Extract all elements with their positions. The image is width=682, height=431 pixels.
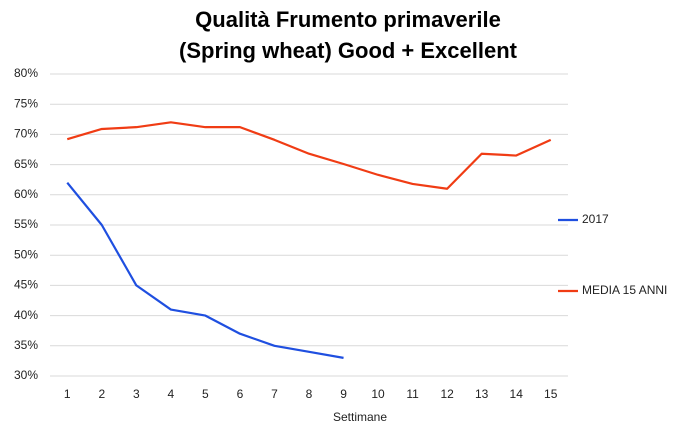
chart-title: (Spring wheat) Good + Excellent <box>179 38 518 63</box>
y-tick-label: 50% <box>14 247 38 261</box>
y-tick-label: 30% <box>14 368 38 382</box>
y-tick-label: 45% <box>14 278 38 292</box>
y-tick-label: 60% <box>14 187 38 201</box>
x-tick-label: 14 <box>510 387 524 401</box>
y-tick-label: 75% <box>14 96 38 110</box>
x-tick-label: 10 <box>371 387 385 401</box>
x-tick-label: 15 <box>544 387 558 401</box>
y-tick-label: 80% <box>14 66 38 80</box>
x-tick-label: 8 <box>306 387 313 401</box>
x-tick-label: 9 <box>340 387 347 401</box>
line-series <box>66 182 344 359</box>
line-series <box>66 121 552 190</box>
y-tick-label: 35% <box>14 338 38 352</box>
x-tick-label: 5 <box>202 387 209 401</box>
x-tick-label: 6 <box>237 387 244 401</box>
y-tick-label: 40% <box>14 308 38 322</box>
x-axis-label: Settimane <box>333 410 387 424</box>
x-tick-label: 11 <box>406 387 419 401</box>
y-tick-label: 55% <box>14 217 38 231</box>
chart-title: Qualità Frumento primaverile <box>195 7 501 32</box>
y-tick-label: 65% <box>14 157 38 171</box>
x-tick-label: 3 <box>133 387 140 401</box>
x-tick-label: 4 <box>168 387 175 401</box>
x-tick-label: 7 <box>271 387 278 401</box>
legend-label: MEDIA 15 ANNI <box>582 283 667 297</box>
x-tick-label: 1 <box>64 387 71 401</box>
legend-label: 2017 <box>582 212 609 226</box>
y-tick-label: 70% <box>14 127 38 141</box>
x-tick-label: 2 <box>98 387 105 401</box>
x-tick-label: 12 <box>440 387 454 401</box>
x-tick-label: 13 <box>475 387 489 401</box>
